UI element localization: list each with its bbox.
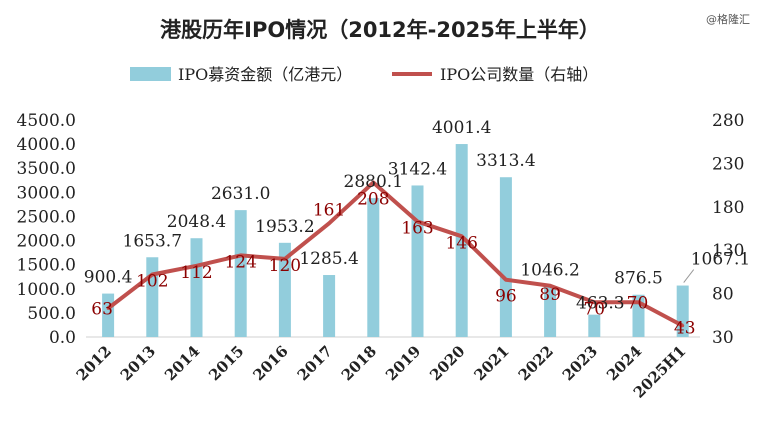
right-tick-label: 180: [712, 198, 744, 218]
legend: IPO募资金额（亿港元） IPO公司数量（右轴）: [130, 65, 598, 84]
x-tick-label: 2013: [117, 342, 159, 384]
bar-2016: [278, 242, 291, 337]
line-value-label: 112: [180, 263, 212, 283]
x-tick-label: 2014: [161, 342, 203, 384]
line-point-2022: [548, 284, 552, 288]
bar-value-label: 1653.7: [123, 231, 182, 251]
legend-label-bars: IPO募资金额（亿港元）: [178, 65, 352, 84]
bar-2023: [588, 314, 601, 337]
line-point-2024: [637, 300, 640, 304]
x-tick-label: 2015: [205, 342, 247, 384]
right-tick-label: 130: [712, 241, 744, 261]
line-value-label: 89: [539, 285, 561, 305]
bar-2015: [234, 210, 247, 337]
left-tick-label: 2500.0: [17, 207, 76, 227]
line-point-2019: [416, 220, 419, 224]
bar-value-label: 1953.2: [255, 217, 314, 237]
line-value-label: 124: [224, 252, 256, 272]
left-tick-label: 1500.0: [17, 256, 76, 276]
right-tick-label: 230: [712, 154, 744, 174]
bar-2018: [367, 198, 380, 337]
bar-2022: [544, 286, 557, 337]
bar-value-label: 3313.4: [476, 151, 535, 171]
bar-value-label: 2631.0: [211, 184, 270, 204]
right-axis: 30 80 130 180 230 280: [712, 111, 744, 348]
bar-value-label: 463.3: [576, 294, 625, 314]
bar-2014: [190, 238, 203, 337]
legend-label-line: IPO公司数量（右轴）: [440, 65, 598, 84]
line-point-2015: [239, 253, 243, 257]
chart-title: 港股历年IPO情况（2012年-2025年上半年）: [160, 18, 600, 42]
line-point-2023: [592, 300, 596, 304]
line-value-label: 70: [583, 299, 605, 319]
line-value-label: 208: [357, 189, 389, 209]
bar-2021: [499, 177, 512, 337]
left-tick-label: 1000.0: [17, 280, 76, 300]
bar-value-label: 2048.4: [167, 212, 226, 232]
line-point-2021: [504, 278, 508, 282]
x-tick-label: 2021: [470, 342, 512, 384]
bar-value-label: 3142.4: [388, 159, 447, 179]
bar-value-label: 2880.1: [344, 172, 403, 192]
line-point-2017: [327, 221, 331, 225]
x-tick-label: 2023: [559, 342, 601, 384]
right-tick-label: 80: [712, 285, 734, 305]
line-value-label: 43: [674, 319, 696, 339]
line-value-label: 120: [269, 256, 301, 276]
legend-swatch-bars: [130, 67, 171, 81]
right-tick-label: 30: [712, 328, 734, 348]
x-tick-label: 2017: [294, 342, 336, 384]
line-value-label: 163: [401, 219, 433, 239]
left-tick-label: 2000.0: [17, 232, 76, 252]
line-point-2025H1: [681, 324, 685, 328]
x-tick-label: 2024: [603, 342, 645, 384]
line-labels: 63 102 112 124 120 161 208 163 146 96 89 70 70 43: [91, 189, 695, 338]
line-value-label: 102: [136, 272, 168, 292]
x-tick-label: 2012: [73, 342, 115, 384]
bar-value-label: 900.4: [84, 268, 133, 288]
line-point-2014: [195, 264, 198, 268]
x-tick-label: 2016: [249, 342, 291, 384]
x-tick-label: 2018: [338, 342, 380, 384]
bar-2019: [411, 185, 424, 337]
line-value-label: 70: [627, 293, 649, 313]
bar-label-leader: [683, 269, 695, 283]
bar-value-label: 1285.4: [299, 249, 358, 269]
left-tick-label: 500.0: [27, 304, 76, 324]
left-tick-label: 3500.0: [17, 159, 76, 179]
bar-value-label: 876.5: [614, 269, 663, 289]
bar-2017: [323, 275, 336, 337]
x-tick-label: 2020: [426, 342, 468, 384]
left-tick-label: 4000.0: [17, 135, 76, 155]
left-tick-label: 4500.0: [17, 111, 76, 131]
bar-value-label: 1067.1: [691, 250, 750, 270]
line-value-label: 96: [495, 287, 517, 307]
line-point-2016: [283, 257, 287, 261]
count-line-path: [106, 180, 684, 328]
line-value-label: 161: [313, 200, 345, 220]
bar-2013: [146, 257, 159, 337]
count-line: [106, 180, 685, 328]
line-value-label: 146: [445, 233, 477, 253]
line-point-2013: [150, 273, 154, 277]
bar-2020: [455, 144, 468, 337]
right-tick-label: 280: [712, 111, 744, 131]
left-tick-label: 3000.0: [17, 183, 76, 203]
x-tick-label: 2022: [515, 342, 557, 384]
left-tick-label: 0.0: [49, 328, 76, 348]
line-value-label: 63: [91, 299, 113, 319]
bar-value-label: 1046.2: [520, 261, 579, 281]
line-point-2012: [106, 306, 110, 310]
left-axis: 0.0 500.0 1000.0 1500.0 2000.0 2500.0 3000.0 35…: [17, 111, 76, 348]
line-point-2020: [460, 234, 464, 238]
x-tick-label: 2019: [382, 342, 424, 384]
bar-value-label: 4001.4: [432, 118, 491, 138]
watermark: @格隆汇: [706, 12, 750, 26]
line-point-2018: [371, 180, 375, 184]
x-axis: 2012 2013 2014 2015 2016 2017 2018 2019 2020 2021…: [73, 342, 690, 402]
